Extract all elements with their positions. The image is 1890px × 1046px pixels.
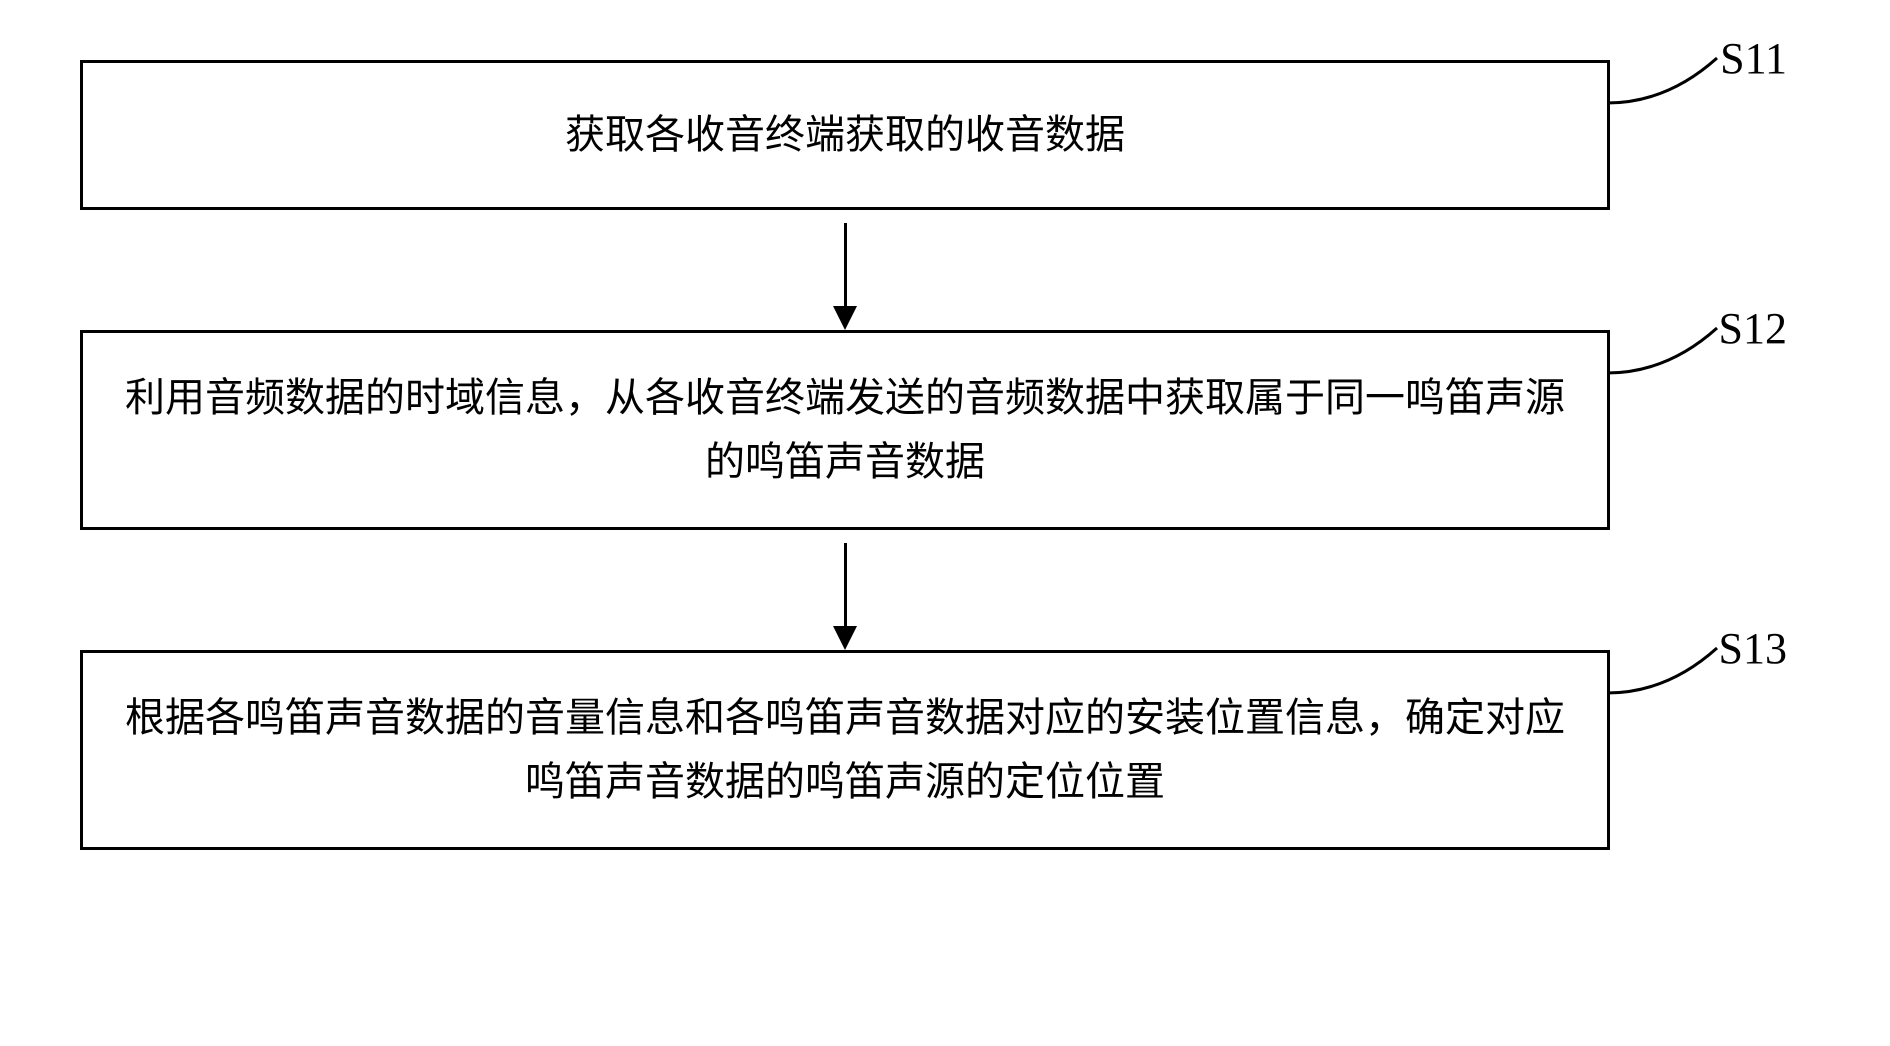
step-text: 根据各鸣笛声音数据的音量信息和各鸣笛声音数据对应的安装位置信息，确定对应鸣笛声音… — [123, 686, 1567, 814]
arrow-head-icon — [833, 306, 857, 330]
step-label: S13 — [1719, 623, 1787, 674]
flowchart-step-1: S11 获取各收音终端获取的收音数据 — [80, 60, 1610, 210]
arrow-head-icon — [833, 626, 857, 650]
step-label: S12 — [1719, 303, 1787, 354]
connector-curve-icon — [1607, 53, 1737, 113]
flowchart-step-2: S12 利用音频数据的时域信息，从各收音终端发送的音频数据中获取属于同一鸣笛声源… — [80, 330, 1610, 530]
step-text: 获取各收音终端获取的收音数据 — [565, 103, 1125, 167]
arrow-line-icon — [844, 223, 847, 318]
arrow-line-icon — [844, 543, 847, 638]
step-label: S11 — [1720, 33, 1787, 84]
connector-curve-icon — [1607, 643, 1737, 703]
step-text: 利用音频数据的时域信息，从各收音终端发送的音频数据中获取属于同一鸣笛声源的鸣笛声… — [123, 366, 1567, 494]
flowchart-arrow — [80, 530, 1610, 650]
flowchart-container: S11 获取各收音终端获取的收音数据 S12 利用音频数据的时域信息，从各收音终… — [80, 60, 1810, 850]
flowchart-step-3: S13 根据各鸣笛声音数据的音量信息和各鸣笛声音数据对应的安装位置信息，确定对应… — [80, 650, 1610, 850]
connector-curve-icon — [1607, 323, 1737, 383]
flowchart-arrow — [80, 210, 1610, 330]
